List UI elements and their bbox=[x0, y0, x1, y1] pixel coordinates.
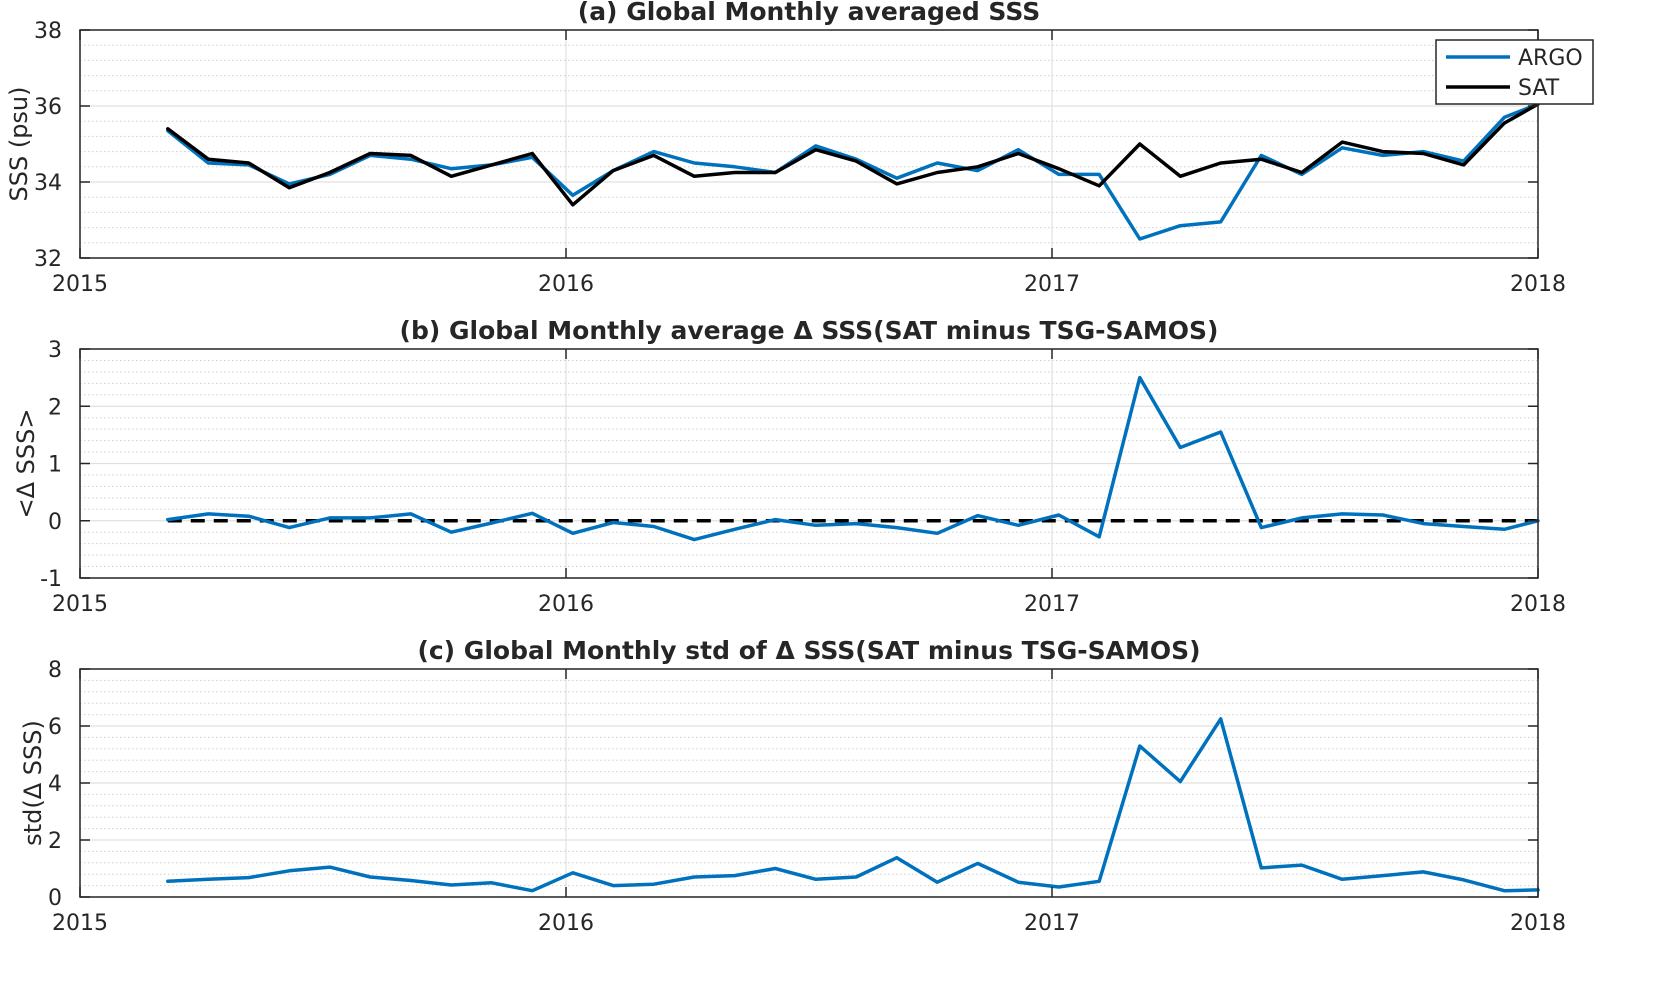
panel-b-global-monthly-delta-sss: 2015 2016 2017 2018 -1 0 1 2 3 (b) Global Monthl… bbox=[12, 316, 1566, 617]
panel-a-axes-box bbox=[79, 29, 1539, 259]
x-tick-label: 2017 bbox=[1024, 592, 1080, 617]
series-line-argo bbox=[166, 102, 1540, 241]
panel-c-global-monthly-std-delta-sss: 2015 2016 2017 2018 0 2 4 6 8 (c) Global Monthly… bbox=[19, 636, 1566, 936]
x-tick-label: 2018 bbox=[1510, 911, 1566, 936]
legend-label-sat: SAT bbox=[1518, 76, 1560, 101]
x-tick-label: 2018 bbox=[1510, 592, 1566, 617]
x-tick-label: 2016 bbox=[538, 592, 594, 617]
y-tick-label: 38 bbox=[34, 19, 62, 44]
y-tick-label: 8 bbox=[48, 658, 62, 683]
y-tick-label: 36 bbox=[34, 95, 62, 120]
y-tick-label: 6 bbox=[48, 715, 62, 740]
x-tick-label: 2017 bbox=[1024, 272, 1080, 297]
panel-a-legend: ARGO SAT bbox=[1435, 39, 1594, 105]
y-tick-label: 2 bbox=[48, 829, 62, 854]
y-tick-label: 32 bbox=[34, 247, 62, 272]
x-tick-label: 2017 bbox=[1024, 911, 1080, 936]
panel-c-y-axis-label: std(Δ SSS) bbox=[19, 720, 47, 846]
series-line-sat bbox=[166, 102, 1540, 207]
y-tick-label: 34 bbox=[34, 171, 62, 196]
panel-b-title: (b) Global Monthly average Δ SSS(SAT min… bbox=[400, 316, 1219, 345]
panel-a-y-axis-label: SSS (psu) bbox=[5, 86, 33, 201]
y-tick-label: 4 bbox=[48, 772, 62, 797]
legend-label-argo: ARGO bbox=[1518, 46, 1583, 71]
panel-c-title: (c) Global Monthly std of Δ SSS(SAT minu… bbox=[417, 636, 1200, 665]
y-tick-label: 3 bbox=[48, 338, 62, 363]
panel-b-y-axis-label: <Δ SSS> bbox=[12, 409, 40, 519]
y-tick-label: 1 bbox=[48, 453, 62, 478]
x-tick-label: 2015 bbox=[52, 911, 108, 936]
y-tick-label: 2 bbox=[48, 395, 62, 420]
x-tick-label: 2016 bbox=[538, 272, 594, 297]
x-tick-label: 2015 bbox=[52, 272, 108, 297]
x-tick-label: 2016 bbox=[538, 911, 594, 936]
legend-box bbox=[1435, 39, 1594, 105]
series-line-delta-sss bbox=[166, 375, 1540, 542]
y-tick-label: 0 bbox=[48, 886, 62, 911]
x-tick-label: 2015 bbox=[52, 592, 108, 617]
panel-a-title: (a) Global Monthly averaged SSS bbox=[578, 0, 1040, 26]
y-tick-label: 0 bbox=[48, 510, 62, 535]
y-tick-label: -1 bbox=[40, 567, 62, 592]
x-tick-label: 2018 bbox=[1510, 272, 1566, 297]
series-line-delta-sss bbox=[166, 717, 1540, 893]
panel-a-global-monthly-sss: 2015 2016 2017 2018 32 34 36 38 (a) Global Mont… bbox=[5, 0, 1594, 297]
